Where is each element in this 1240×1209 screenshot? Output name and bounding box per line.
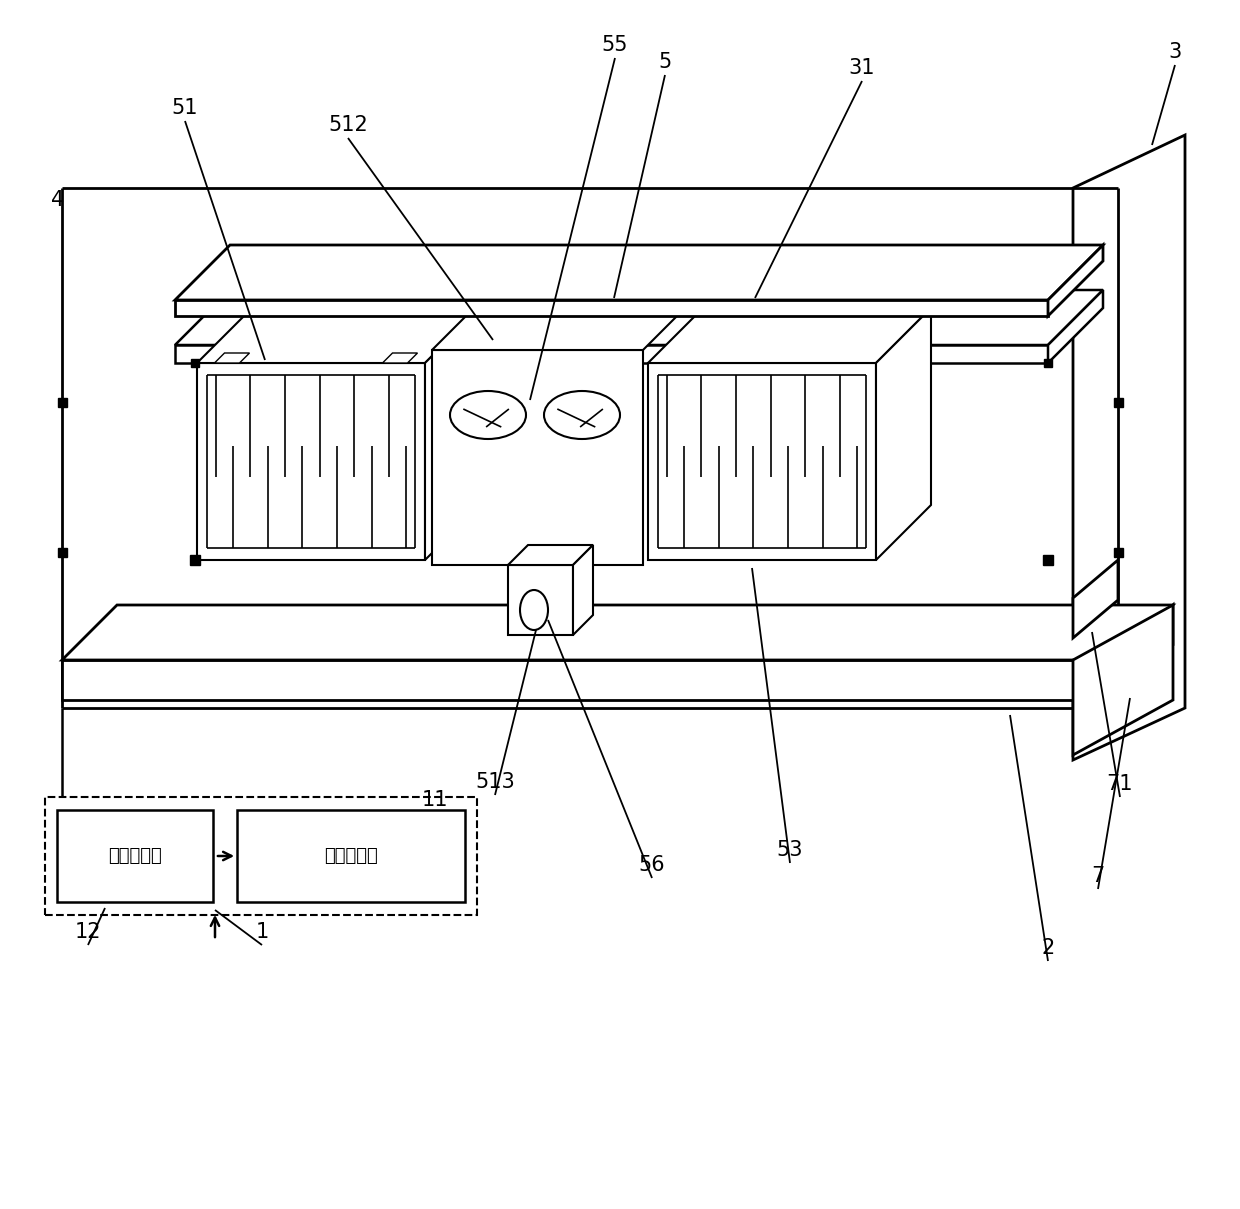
Text: 53: 53 (776, 840, 804, 860)
Polygon shape (1048, 290, 1104, 363)
Text: 信号发生器: 信号发生器 (324, 848, 378, 864)
Polygon shape (1048, 245, 1104, 316)
Polygon shape (432, 295, 698, 349)
Text: 功率放大器: 功率放大器 (108, 848, 162, 864)
Polygon shape (62, 604, 1173, 660)
Bar (57, 810, 213, 902)
Text: 3: 3 (1168, 42, 1182, 62)
Polygon shape (1073, 604, 1173, 754)
Bar (237, 810, 465, 902)
Ellipse shape (520, 590, 548, 630)
Text: 1: 1 (255, 922, 269, 942)
Ellipse shape (544, 391, 620, 439)
Bar (191, 359, 198, 368)
Text: 11: 11 (422, 789, 448, 810)
Bar (45, 797, 477, 915)
Polygon shape (175, 290, 1104, 345)
Polygon shape (1118, 604, 1173, 700)
Polygon shape (197, 363, 425, 560)
Text: 512: 512 (329, 115, 368, 135)
Polygon shape (573, 545, 593, 635)
Bar (1044, 359, 1052, 368)
Bar (1114, 398, 1122, 407)
Polygon shape (215, 353, 249, 363)
Polygon shape (649, 308, 931, 363)
Text: 31: 31 (848, 58, 875, 79)
Text: 7: 7 (1091, 866, 1105, 886)
Polygon shape (1073, 560, 1118, 638)
Text: 55: 55 (601, 35, 629, 54)
Bar (1114, 548, 1122, 557)
Text: 5: 5 (658, 52, 672, 73)
Text: 513: 513 (475, 773, 515, 792)
Text: 12: 12 (74, 922, 102, 942)
Polygon shape (62, 660, 1118, 700)
Text: 71: 71 (1107, 774, 1133, 794)
Bar (1043, 555, 1053, 565)
Polygon shape (175, 245, 1104, 300)
Polygon shape (508, 565, 573, 635)
Polygon shape (508, 545, 593, 565)
Polygon shape (425, 308, 480, 560)
Polygon shape (1073, 135, 1185, 760)
Bar (57, 548, 67, 557)
Polygon shape (197, 308, 480, 363)
Polygon shape (175, 300, 1048, 316)
Text: 4: 4 (51, 190, 64, 210)
Bar (57, 398, 67, 407)
Polygon shape (432, 349, 644, 565)
Text: 51: 51 (172, 98, 198, 118)
Bar (190, 555, 200, 565)
Ellipse shape (450, 391, 526, 439)
Polygon shape (175, 345, 1048, 363)
Polygon shape (649, 363, 875, 560)
Text: 2: 2 (1042, 938, 1055, 958)
Polygon shape (875, 308, 931, 560)
Text: 56: 56 (639, 855, 666, 875)
Polygon shape (382, 353, 418, 363)
